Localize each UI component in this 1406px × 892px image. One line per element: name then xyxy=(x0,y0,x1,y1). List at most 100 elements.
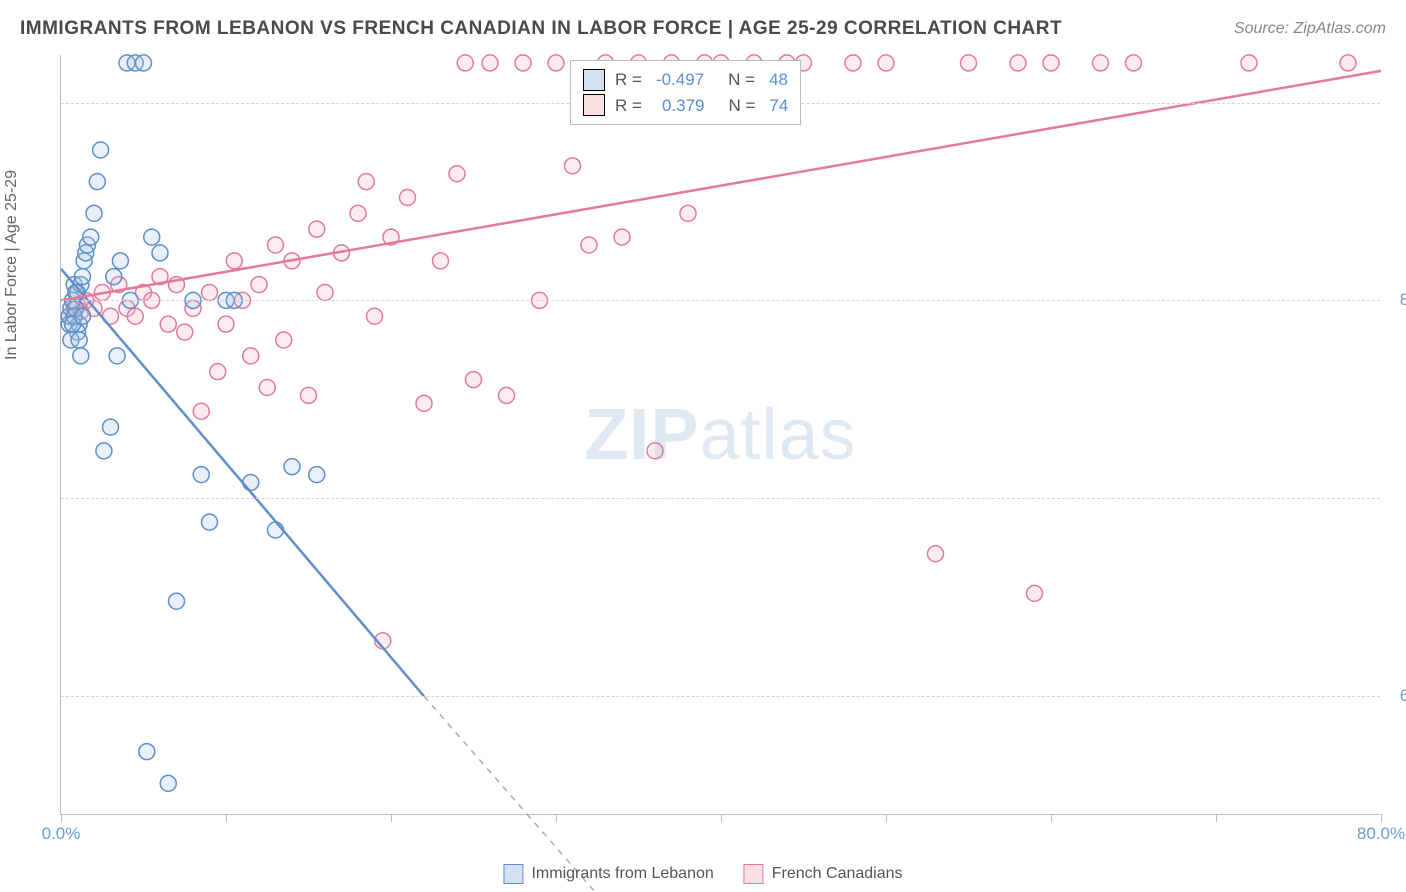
scatter-point-pink xyxy=(317,285,333,301)
chart-title: IMMIGRANTS FROM LEBANON VS FRENCH CANADI… xyxy=(20,18,1062,40)
x-tick xyxy=(61,814,62,822)
scatter-point-blue xyxy=(202,514,218,530)
scatter-point-pink xyxy=(878,55,894,71)
legend: Immigrants from Lebanon French Canadians xyxy=(503,864,902,884)
scatter-point-blue xyxy=(86,205,102,221)
scatter-point-blue xyxy=(139,744,155,760)
source-attribution: Source: ZipAtlas.com xyxy=(1234,20,1386,38)
scatter-point-blue xyxy=(309,467,325,483)
scatter-point-pink xyxy=(400,190,416,206)
scatter-point-blue xyxy=(74,308,90,324)
scatter-point-pink xyxy=(647,443,663,459)
r-label: R = xyxy=(615,67,642,93)
scatter-point-pink xyxy=(680,205,696,221)
scatter-point-pink xyxy=(210,364,226,380)
legend-label-blue: Immigrants from Lebanon xyxy=(531,865,713,883)
correlation-chart: IMMIGRANTS FROM LEBANON VS FRENCH CANADI… xyxy=(0,0,1406,892)
stats-row-blue: R = -0.497 N = 48 xyxy=(583,67,788,93)
n-value-pink: 74 xyxy=(769,93,788,119)
scatter-point-pink xyxy=(1126,55,1142,71)
scatter-point-pink xyxy=(416,395,432,411)
y-axis-label: In Labor Force | Age 25-29 xyxy=(3,170,21,360)
scatter-point-blue xyxy=(74,269,90,285)
x-tick-label: 80.0% xyxy=(1357,824,1405,844)
swatch-pink-icon xyxy=(744,864,764,884)
scatter-point-pink xyxy=(515,55,531,71)
x-tick-label: 0.0% xyxy=(42,824,81,844)
scatter-point-blue xyxy=(109,348,125,364)
x-tick xyxy=(391,814,392,822)
scatter-point-blue xyxy=(93,142,109,158)
r-value-pink: 0.379 xyxy=(662,93,705,119)
scatter-point-pink xyxy=(367,308,383,324)
scatter-point-blue xyxy=(193,467,209,483)
scatter-point-pink xyxy=(1340,55,1356,71)
x-tick xyxy=(556,814,557,822)
scatter-point-pink xyxy=(160,316,176,332)
x-tick xyxy=(1381,814,1382,822)
gridline xyxy=(61,498,1380,499)
scatter-point-pink xyxy=(193,403,209,419)
plot-svg xyxy=(61,55,1380,814)
x-tick xyxy=(1051,814,1052,822)
trend-line-blue xyxy=(61,269,424,697)
x-tick xyxy=(721,814,722,822)
trend-line-blue-dashed xyxy=(424,696,639,892)
legend-item-blue: Immigrants from Lebanon xyxy=(503,864,713,884)
scatter-point-pink xyxy=(127,308,143,324)
scatter-point-pink xyxy=(581,237,597,253)
scatter-point-pink xyxy=(466,372,482,388)
n-label: N = xyxy=(728,93,755,119)
scatter-point-blue xyxy=(103,419,119,435)
scatter-point-pink xyxy=(259,380,275,396)
swatch-pink-icon xyxy=(583,94,605,116)
gridline xyxy=(61,300,1380,301)
scatter-point-pink xyxy=(309,221,325,237)
scatter-point-blue xyxy=(243,475,259,491)
scatter-point-pink xyxy=(301,387,317,403)
scatter-point-pink xyxy=(1241,55,1257,71)
scatter-point-pink xyxy=(565,158,581,174)
scatter-point-pink xyxy=(177,324,193,340)
scatter-point-blue xyxy=(83,229,99,245)
scatter-point-pink xyxy=(251,277,267,293)
scatter-point-pink xyxy=(226,253,242,269)
scatter-point-blue xyxy=(169,593,185,609)
scatter-point-pink xyxy=(433,253,449,269)
scatter-point-blue xyxy=(73,348,89,364)
scatter-point-pink xyxy=(845,55,861,71)
scatter-point-pink xyxy=(1043,55,1059,71)
scatter-point-blue xyxy=(268,522,284,538)
stats-row-pink: R = 0.379 N = 74 xyxy=(583,93,788,119)
scatter-point-blue xyxy=(89,174,105,190)
scatter-point-pink xyxy=(614,229,630,245)
x-tick xyxy=(226,814,227,822)
scatter-point-pink xyxy=(1093,55,1109,71)
scatter-point-blue xyxy=(136,55,152,71)
r-label: R = xyxy=(615,93,642,119)
gridline xyxy=(61,696,1380,697)
legend-label-pink: French Canadians xyxy=(772,865,903,883)
scatter-point-blue xyxy=(284,459,300,475)
scatter-point-pink xyxy=(482,55,498,71)
n-label: N = xyxy=(728,67,755,93)
scatter-point-blue xyxy=(152,245,168,261)
y-tick-label: 87.5% xyxy=(1400,290,1406,310)
swatch-blue-icon xyxy=(503,864,523,884)
scatter-point-pink xyxy=(268,237,284,253)
legend-item-pink: French Canadians xyxy=(744,864,903,884)
scatter-point-blue xyxy=(160,775,176,791)
scatter-point-pink xyxy=(243,348,259,364)
y-tick-label: 62.5% xyxy=(1400,686,1406,706)
stats-box: R = -0.497 N = 48 R = 0.379 N = 74 xyxy=(570,60,801,125)
swatch-blue-icon xyxy=(583,69,605,91)
scatter-point-blue xyxy=(144,229,160,245)
scatter-point-pink xyxy=(457,55,473,71)
scatter-point-blue xyxy=(106,269,122,285)
r-value-blue: -0.497 xyxy=(656,67,704,93)
scatter-point-pink xyxy=(548,55,564,71)
scatter-point-pink xyxy=(961,55,977,71)
scatter-point-pink xyxy=(358,174,374,190)
scatter-point-pink xyxy=(276,332,292,348)
scatter-point-pink xyxy=(449,166,465,182)
